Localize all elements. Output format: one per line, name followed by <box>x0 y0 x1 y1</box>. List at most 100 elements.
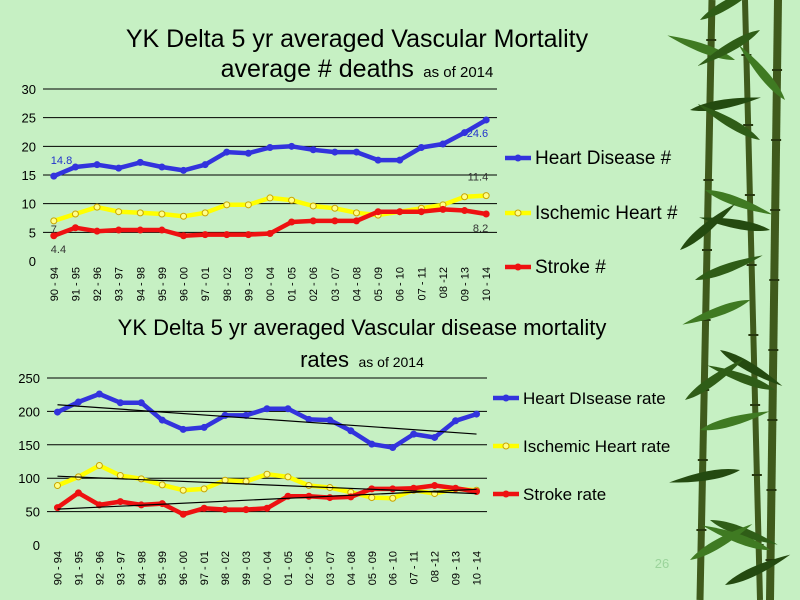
x-tick-label: 08 -12 <box>438 267 450 298</box>
data-point <box>95 390 103 398</box>
data-point <box>309 146 317 154</box>
bamboo-leaf <box>702 525 770 551</box>
data-point <box>71 163 79 171</box>
legend-label-1: Ischemic Heart rate <box>523 437 670 456</box>
trendline-2 <box>57 488 477 510</box>
bamboo-stem <box>742 0 763 600</box>
data-point <box>201 161 209 169</box>
x-tick-label: 01 - 05 <box>287 267 299 301</box>
x-tick-label: 91 - 95 <box>73 551 85 585</box>
y-tick-label: 150 <box>18 438 40 453</box>
y-tick-label: 50 <box>26 505 40 520</box>
data-point <box>115 208 123 216</box>
chart1-subtitle-suffix: as of 2014 <box>423 64 493 81</box>
data-point <box>389 443 397 451</box>
data-point <box>309 217 317 225</box>
data-point <box>284 473 292 481</box>
data-point <box>180 232 188 240</box>
data-point <box>305 482 313 490</box>
data-point <box>288 196 296 204</box>
chart2-subtitle-main: rates <box>300 347 349 372</box>
data-point <box>263 405 271 413</box>
chart2-subtitle-suffix: as of 2014 <box>358 354 424 370</box>
data-point <box>431 433 439 441</box>
data-point <box>374 208 382 216</box>
chart1-legend: Heart Disease # Ischemic Heart # Stroke # <box>505 148 678 278</box>
data-point <box>368 440 376 448</box>
data-point <box>461 193 469 201</box>
bamboo-leaf <box>738 44 785 100</box>
data-point <box>396 156 404 164</box>
x-tick-label: 02 - 06 <box>304 551 316 585</box>
x-tick-label: 01 - 05 <box>283 551 295 585</box>
data-point <box>200 485 208 493</box>
y-tick-label: 250 <box>18 371 40 386</box>
data-point <box>242 506 250 514</box>
chart1-x-tick-labels: 90 - 94 91 - 95 92 - 96 93 - 97 94 - 98 95 - … <box>49 267 493 301</box>
data-point <box>352 148 360 156</box>
data-point <box>288 142 296 150</box>
y-tick-label: 100 <box>18 471 40 486</box>
data-point <box>180 212 188 220</box>
slide-number: 26 <box>655 556 669 571</box>
data-point <box>347 427 355 435</box>
chart1-subtitle: average # deaths as of 2014 <box>221 55 494 83</box>
data-label: 14.8 <box>51 155 72 167</box>
data-point <box>116 472 124 480</box>
bamboo-leaf <box>725 554 791 585</box>
chart1-y-tick-labels: 0 5 10 15 20 25 30 <box>22 82 36 269</box>
legend-marker-0 <box>502 394 510 402</box>
legend-marker-0 <box>514 154 522 162</box>
data-point <box>200 504 208 512</box>
data-point <box>417 143 425 151</box>
y-tick-label: 0 <box>33 538 40 553</box>
data-point <box>201 231 209 239</box>
chart1-title: YK Delta 5 yr averaged Vascular Mortalit… <box>126 25 589 53</box>
bamboo-leaf <box>720 350 783 386</box>
data-point <box>305 415 313 423</box>
data-point <box>482 192 490 200</box>
data-point <box>396 208 404 216</box>
legend-marker-2 <box>514 263 522 271</box>
y-tick-label: 200 <box>18 404 40 419</box>
y-tick-label: 15 <box>22 168 36 183</box>
data-point <box>263 504 271 512</box>
data-point <box>158 210 166 218</box>
data-point <box>95 501 103 509</box>
x-tick-label: 07 - 11 <box>416 267 428 300</box>
data-point <box>410 484 418 492</box>
x-tick-label: 93 - 97 <box>114 267 126 301</box>
data-point <box>221 411 229 419</box>
data-point <box>71 210 79 218</box>
x-tick-label: 98 - 02 <box>222 267 234 301</box>
x-tick-label: 05 - 09 <box>367 551 379 585</box>
y-tick-label: 0 <box>29 254 36 269</box>
x-tick-label: 94 - 98 <box>136 551 148 585</box>
data-point <box>368 494 376 502</box>
x-tick-label: 00 - 04 <box>262 551 274 585</box>
data-point <box>50 172 58 180</box>
data-point <box>482 116 490 124</box>
data-point <box>352 209 360 217</box>
data-point <box>482 210 490 218</box>
data-point <box>223 148 231 156</box>
data-point <box>180 166 188 174</box>
legend-label-0: Heart Disease # <box>535 148 672 169</box>
data-point <box>116 498 124 506</box>
chart1-series <box>50 116 490 240</box>
trendline-0 <box>57 404 477 435</box>
x-tick-label: 99 - 03 <box>241 551 253 585</box>
data-label: 8.2 <box>473 223 488 235</box>
bamboo-leaf <box>690 97 761 112</box>
bamboo-leaf <box>682 299 750 325</box>
y-tick-label: 20 <box>22 139 36 154</box>
data-point <box>93 203 101 211</box>
data-point <box>326 494 334 502</box>
data-point <box>158 163 166 171</box>
x-tick-label: 91 - 95 <box>70 267 82 301</box>
x-tick-label: 05 - 09 <box>373 267 385 301</box>
legend-label-1: Ischemic Heart # <box>535 203 678 224</box>
data-point <box>93 227 101 235</box>
data-point <box>326 416 334 424</box>
